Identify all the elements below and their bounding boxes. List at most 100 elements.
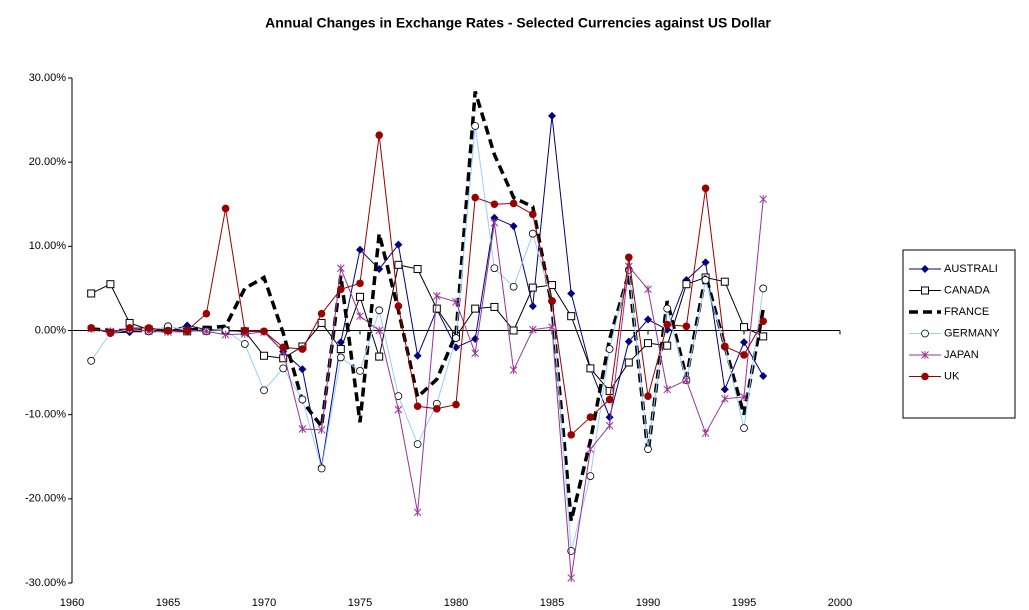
marker xyxy=(625,253,633,262)
marker xyxy=(336,264,345,273)
marker xyxy=(452,297,460,306)
marker xyxy=(471,122,480,130)
marker xyxy=(548,297,556,305)
marker xyxy=(921,286,929,295)
marker xyxy=(413,508,422,517)
marker xyxy=(87,356,96,365)
marker xyxy=(298,395,307,404)
x-tick-label: 1980 xyxy=(444,597,468,609)
series-line xyxy=(91,115,764,467)
marker xyxy=(759,332,768,341)
marker xyxy=(394,240,403,249)
marker xyxy=(471,193,480,202)
marker xyxy=(317,464,326,473)
marker xyxy=(317,318,326,327)
marker xyxy=(279,343,288,352)
marker xyxy=(644,315,652,324)
marker xyxy=(921,329,929,338)
marker xyxy=(490,302,499,311)
marker xyxy=(413,265,422,274)
marker xyxy=(221,330,230,339)
marker xyxy=(529,210,537,219)
marker xyxy=(183,326,191,335)
marker xyxy=(279,364,288,373)
series-line xyxy=(91,90,765,522)
marker xyxy=(567,431,575,439)
marker xyxy=(394,302,403,310)
marker xyxy=(586,413,595,421)
legend-label: AUSTRALI xyxy=(944,263,998,275)
marker xyxy=(528,229,537,238)
marker xyxy=(164,326,172,335)
marker xyxy=(356,366,364,375)
marker xyxy=(375,306,384,315)
series-line xyxy=(90,125,764,552)
marker xyxy=(528,302,537,311)
marker xyxy=(413,402,422,411)
marker xyxy=(509,199,518,208)
marker xyxy=(921,372,929,381)
marker xyxy=(375,352,384,361)
x-tick-label: 2000 xyxy=(828,597,852,609)
marker xyxy=(548,323,556,332)
marker xyxy=(490,264,499,273)
marker xyxy=(221,204,230,213)
marker xyxy=(260,386,268,395)
marker xyxy=(317,309,326,318)
marker xyxy=(663,341,672,350)
marker xyxy=(921,265,929,273)
marker xyxy=(624,262,633,271)
marker xyxy=(605,421,614,430)
marker xyxy=(490,218,499,227)
marker xyxy=(260,351,268,360)
marker xyxy=(586,445,595,454)
marker xyxy=(644,339,652,348)
marker xyxy=(663,385,672,394)
x-tick-label: 1975 xyxy=(348,597,372,609)
x-tick-label: 1965 xyxy=(156,597,180,609)
marker xyxy=(701,184,710,193)
marker xyxy=(433,404,441,413)
marker xyxy=(432,304,441,313)
marker xyxy=(624,358,633,367)
marker xyxy=(452,400,460,409)
y-tick-label: 20.00% xyxy=(29,156,67,168)
marker xyxy=(260,327,268,336)
marker xyxy=(567,573,576,582)
chart-title: Annual Changes in Exchange Rates - Selec… xyxy=(265,15,771,31)
marker xyxy=(567,312,576,321)
marker xyxy=(740,424,748,433)
marker xyxy=(202,309,211,318)
marker xyxy=(548,281,556,290)
marker xyxy=(740,351,748,359)
x-tick-label: 1985 xyxy=(540,597,564,609)
y-tick-label: 10.00% xyxy=(29,240,67,252)
marker xyxy=(605,413,614,422)
marker xyxy=(586,472,595,481)
marker xyxy=(452,334,460,342)
marker xyxy=(720,277,729,286)
legend-label: GERMANY xyxy=(944,327,1000,339)
marker xyxy=(509,366,518,375)
marker xyxy=(202,327,211,336)
marker xyxy=(509,326,518,335)
marker xyxy=(145,324,153,332)
marker xyxy=(663,304,672,313)
marker xyxy=(106,329,115,337)
marker xyxy=(375,131,384,140)
marker xyxy=(701,429,710,438)
marker xyxy=(87,324,95,332)
marker xyxy=(509,222,518,231)
marker xyxy=(356,245,364,254)
marker xyxy=(336,345,345,354)
marker xyxy=(298,365,307,374)
marker xyxy=(682,322,691,331)
marker xyxy=(241,326,249,335)
marker xyxy=(356,312,364,321)
marker xyxy=(759,317,767,326)
marker xyxy=(528,283,537,292)
marker xyxy=(356,279,364,288)
marker xyxy=(336,353,345,362)
x-tick-label: 1990 xyxy=(636,597,660,609)
marker xyxy=(605,345,614,353)
